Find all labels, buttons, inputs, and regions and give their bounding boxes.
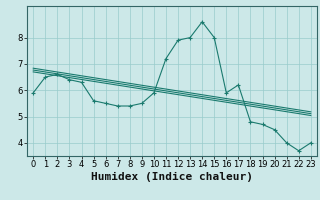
X-axis label: Humidex (Indice chaleur): Humidex (Indice chaleur)	[91, 172, 253, 182]
